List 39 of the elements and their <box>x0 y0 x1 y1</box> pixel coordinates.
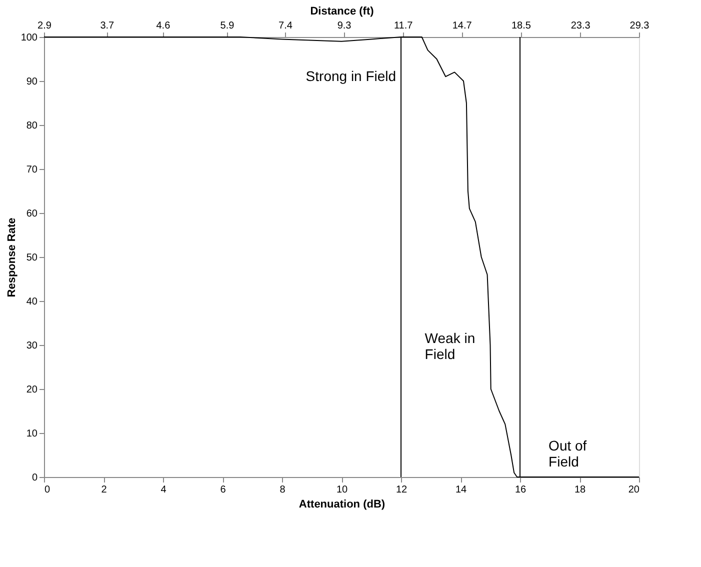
x2-axis-title: Distance (ft) <box>310 6 374 18</box>
x-tick-label: 4 <box>160 484 167 496</box>
x-tick-label: 18 <box>574 484 586 496</box>
y-tick-label: 50 <box>26 252 38 264</box>
x-tick-label: 8 <box>280 484 286 496</box>
x2-tick-label: 4.6 <box>156 20 171 32</box>
y-tick-label: 70 <box>26 164 38 176</box>
x2-tick-label: 11.7 <box>394 20 414 32</box>
y-tick-label: 40 <box>26 296 38 308</box>
y-tick-label: 60 <box>26 208 38 220</box>
x2-tick-label: 18.5 <box>511 20 532 32</box>
x-tick-label: 12 <box>396 484 408 496</box>
annotation: Strong in Field <box>306 68 396 84</box>
y-tick-label: 90 <box>26 76 38 88</box>
x2-tick-label: 14.7 <box>452 20 472 32</box>
x2-tick-label: 23.3 <box>570 20 591 32</box>
x-tick-label: 2 <box>101 484 108 496</box>
y-tick-label: 20 <box>26 384 38 396</box>
x-axis-title: Attenuation (dB) <box>298 498 386 510</box>
y-tick-label: 80 <box>26 120 38 132</box>
y-axis-title: Response Rate <box>6 218 18 298</box>
annotation: Weak in Field <box>424 330 476 362</box>
x-tick-label: 20 <box>628 484 640 496</box>
x2-tick-label: 3.7 <box>100 20 115 32</box>
annotation: Out of Field <box>548 438 587 470</box>
x2-tick-label: 29.3 <box>630 20 650 32</box>
x2-tick-label: 9.3 <box>337 20 352 32</box>
x-tick-label: 16 <box>514 484 526 496</box>
x2-tick-label: 5.9 <box>220 20 235 32</box>
y-tick-label: 100 <box>20 32 38 44</box>
x-tick-label: 6 <box>220 484 226 496</box>
y-tick-label: 30 <box>26 340 38 352</box>
x-tick-label: 0 <box>44 484 50 496</box>
x2-tick-label: 2.9 <box>38 20 52 32</box>
y-tick-label: 10 <box>26 428 38 440</box>
y-tick-label: 0 <box>32 472 38 484</box>
x-tick-label: 10 <box>336 484 348 496</box>
x2-tick-label: 7.4 <box>278 20 293 32</box>
x-tick-label: 14 <box>455 484 467 496</box>
